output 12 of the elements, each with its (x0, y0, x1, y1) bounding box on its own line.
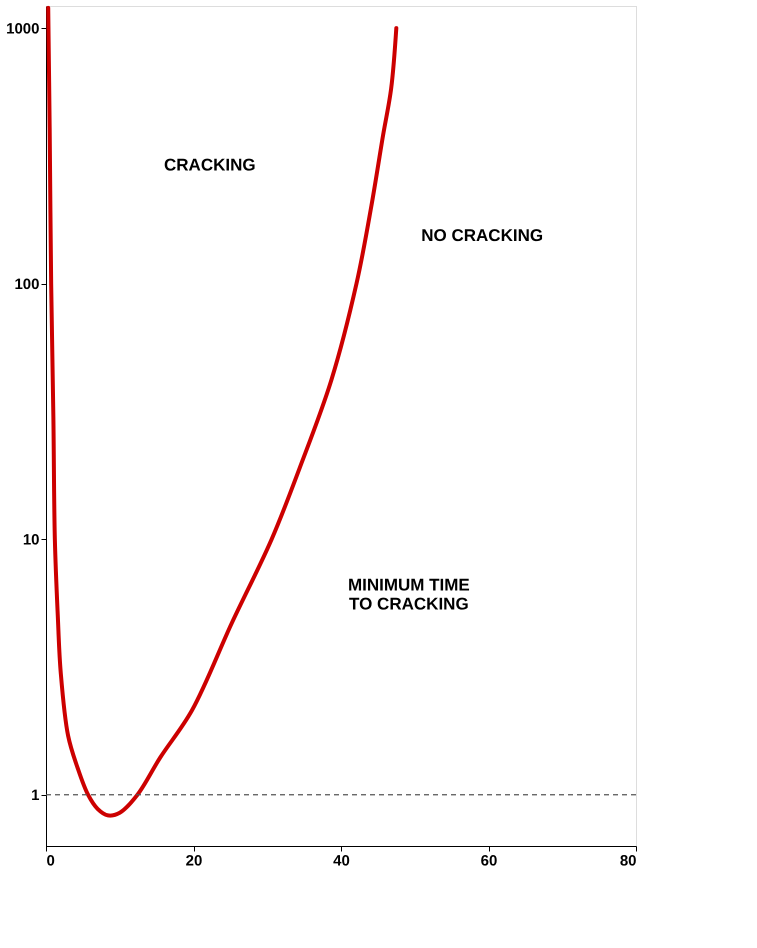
y-tick-label: 10 (22, 532, 40, 549)
x-tick-label: 80 (620, 852, 636, 870)
x-tick-label: 20 (186, 852, 202, 870)
x-tick-label: 60 (480, 852, 498, 870)
annotation: NO CRACKING (421, 226, 544, 246)
x-tick-label: 0 (46, 852, 55, 870)
y-tick-label: 1 (31, 787, 40, 804)
annotation: MINIMUM TIME TO CRACKING (348, 576, 470, 614)
x-tick-label: 40 (333, 852, 350, 870)
annotation: CRACKING (164, 156, 256, 175)
y-tick-label: 1000 (6, 20, 40, 38)
y-tick-label: 100 (14, 276, 40, 294)
